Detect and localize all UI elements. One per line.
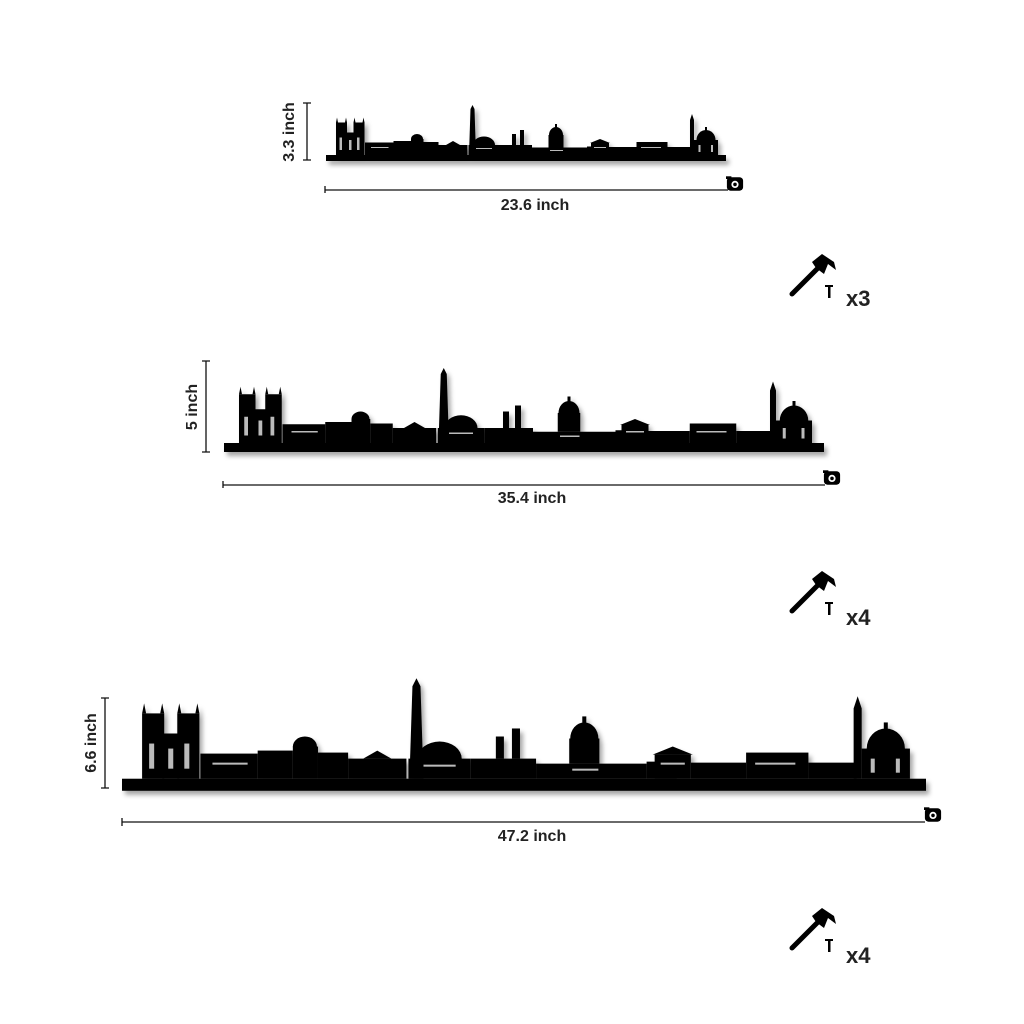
height-label: 6.6 inch bbox=[83, 713, 100, 773]
height-label: 3.3 inch bbox=[281, 102, 298, 162]
tape-icon bbox=[924, 807, 942, 822]
width-label: 35.4 inch bbox=[498, 490, 566, 507]
height-line bbox=[101, 697, 109, 789]
nail-count: x4 bbox=[846, 605, 871, 630]
skyline bbox=[224, 368, 824, 452]
tape-icon bbox=[726, 176, 744, 191]
nail-count: x4 bbox=[846, 943, 871, 968]
skyline bbox=[326, 105, 726, 161]
hammer-icon bbox=[792, 908, 836, 952]
hammer-icon bbox=[792, 571, 836, 615]
nail-count: x3 bbox=[846, 286, 870, 311]
size-small: 3.3 inch 23.6 inch x3 bbox=[281, 102, 870, 311]
width-line bbox=[222, 481, 825, 488]
height-label: 5 inch bbox=[184, 384, 201, 430]
size-large: 6.6 inch 47.2 inch x4 bbox=[83, 678, 942, 968]
width-line bbox=[121, 818, 925, 826]
height-line bbox=[202, 360, 210, 453]
hammer-icon bbox=[792, 254, 836, 298]
size-medium: 5 inch 35.4 inch x4 bbox=[184, 360, 871, 630]
height-line bbox=[303, 102, 311, 161]
width-line bbox=[324, 186, 728, 193]
skyline bbox=[122, 678, 926, 791]
width-label: 47.2 inch bbox=[498, 828, 566, 845]
width-label: 23.6 inch bbox=[501, 197, 569, 214]
tape-icon bbox=[823, 470, 841, 485]
